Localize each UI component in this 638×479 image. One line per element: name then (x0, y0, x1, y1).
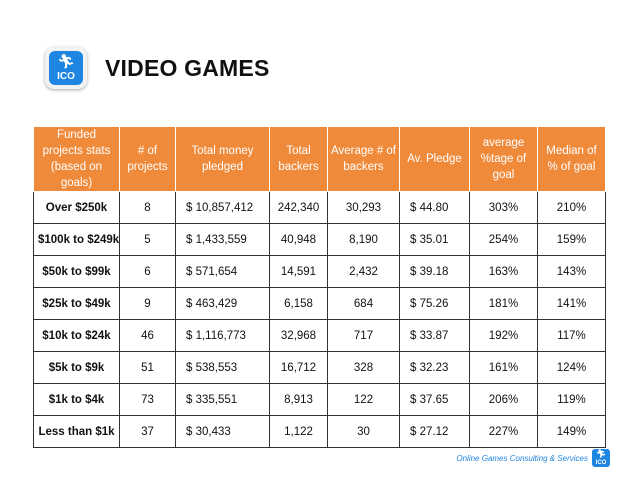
table-cell: 254% (469, 223, 538, 256)
table-row: $10k to $24k 46 $ 1,116,773 32,968 717 $… (33, 319, 606, 352)
table-cell: 684 (327, 287, 400, 320)
table-cell: $5k to $9k (33, 351, 120, 384)
table-row: $100k to $249k 5 $ 1,433,559 40,948 8,19… (33, 223, 606, 256)
table-cell: $ 32.23 (399, 351, 470, 384)
table-cell: $1k to $4k (33, 383, 120, 416)
table-cell: 143% (537, 255, 606, 288)
table-cell: 1,122 (269, 415, 328, 448)
table-row: Over $250k 8 $ 10,857,412 242,340 30,293… (33, 191, 606, 224)
table-cell: $ 30,433 (175, 415, 270, 448)
table-cell: $ 538,553 (175, 351, 270, 384)
ico-logo-badge: 🏃︎ ICO (49, 51, 83, 85)
table-cell: 206% (469, 383, 538, 416)
table-cell: 6 (119, 255, 176, 288)
column-header: Median of % of goal (537, 126, 606, 192)
running-person-icon: 🏃︎ (57, 53, 75, 69)
table-cell: 161% (469, 351, 538, 384)
logo-text: ICO (57, 71, 75, 82)
column-header: # of projects (119, 126, 176, 192)
stats-table: Funded projects stats (based on goals) #… (33, 126, 606, 448)
running-person-icon: 🏃︎ (595, 449, 607, 458)
table-cell: $50k to $99k (33, 255, 120, 288)
table-row: $25k to $49k 9 $ 463,429 6,158 684 $ 75.… (33, 287, 606, 320)
footer-text: Online Games Consulting & Services (456, 453, 588, 463)
footer: Online Games Consulting & Services 🏃︎ IC… (456, 449, 610, 467)
table-cell: 227% (469, 415, 538, 448)
table-cell: 5 (119, 223, 176, 256)
table-cell: 2,432 (327, 255, 400, 288)
table-cell: 119% (537, 383, 606, 416)
footer-ico-logo: 🏃︎ ICO (592, 449, 610, 467)
table-cell: 122 (327, 383, 400, 416)
table-cell: 717 (327, 319, 400, 352)
table-cell: 30 (327, 415, 400, 448)
table-cell: 149% (537, 415, 606, 448)
column-header: Total money pledged (175, 126, 270, 192)
table-row: $1k to $4k 73 $ 335,551 8,913 122 $ 37.6… (33, 383, 606, 416)
table-header-row: Funded projects stats (based on goals) #… (33, 126, 606, 192)
table-row: Less than $1k 37 $ 30,433 1,122 30 $ 27.… (33, 415, 606, 448)
table-cell: 30,293 (327, 191, 400, 224)
table-cell: 8,913 (269, 383, 328, 416)
table-cell: $ 27.12 (399, 415, 470, 448)
table-cell: $ 75.26 (399, 287, 470, 320)
table-cell: $ 1,116,773 (175, 319, 270, 352)
table-cell: 73 (119, 383, 176, 416)
table-cell: 181% (469, 287, 538, 320)
table-cell: $ 39.18 (399, 255, 470, 288)
table-cell: 242,340 (269, 191, 328, 224)
table-cell: $ 335,551 (175, 383, 270, 416)
ico-logo: 🏃︎ ICO (45, 47, 87, 89)
column-header: Total backers (269, 126, 328, 192)
table-cell: $25k to $49k (33, 287, 120, 320)
table-cell: $ 33.87 (399, 319, 470, 352)
column-header: Funded projects stats (based on goals) (33, 126, 120, 192)
table-cell: 37 (119, 415, 176, 448)
table-cell: 8,190 (327, 223, 400, 256)
table-cell: 117% (537, 319, 606, 352)
table-cell: Over $250k (33, 191, 120, 224)
table-cell: Less than $1k (33, 415, 120, 448)
table-cell: $10k to $24k (33, 319, 120, 352)
footer-logo-text: ICO (595, 460, 607, 466)
column-header: Average # of backers (327, 126, 400, 192)
table-cell: $ 463,429 (175, 287, 270, 320)
table-cell: 16,712 (269, 351, 328, 384)
table-cell: $ 35.01 (399, 223, 470, 256)
table-cell: $ 1,433,559 (175, 223, 270, 256)
table-cell: 8 (119, 191, 176, 224)
table-row: $50k to $99k 6 $ 571,654 14,591 2,432 $ … (33, 255, 606, 288)
table-cell: 210% (537, 191, 606, 224)
table-cell: 46 (119, 319, 176, 352)
table-cell: 9 (119, 287, 176, 320)
table-cell: 163% (469, 255, 538, 288)
column-header: average %tage of goal (469, 126, 538, 192)
table-cell: $ 10,857,412 (175, 191, 270, 224)
table-cell: 141% (537, 287, 606, 320)
table-cell: $ 571,654 (175, 255, 270, 288)
table-row: $5k to $9k 51 $ 538,553 16,712 328 $ 32.… (33, 351, 606, 384)
table-cell: 328 (327, 351, 400, 384)
table-cell: $ 44.80 (399, 191, 470, 224)
column-header: Av. Pledge (399, 126, 470, 192)
table-cell: 303% (469, 191, 538, 224)
table-cell: 124% (537, 351, 606, 384)
table-cell: 6,158 (269, 287, 328, 320)
table-cell: $100k to $249k (33, 223, 120, 256)
table-cell: 32,968 (269, 319, 328, 352)
table-cell: 40,948 (269, 223, 328, 256)
table-cell: 14,591 (269, 255, 328, 288)
table-cell: 192% (469, 319, 538, 352)
table-cell: $ 37.65 (399, 383, 470, 416)
table-cell: 51 (119, 351, 176, 384)
page-title: VIDEO GAMES (105, 55, 270, 81)
table-cell: 159% (537, 223, 606, 256)
